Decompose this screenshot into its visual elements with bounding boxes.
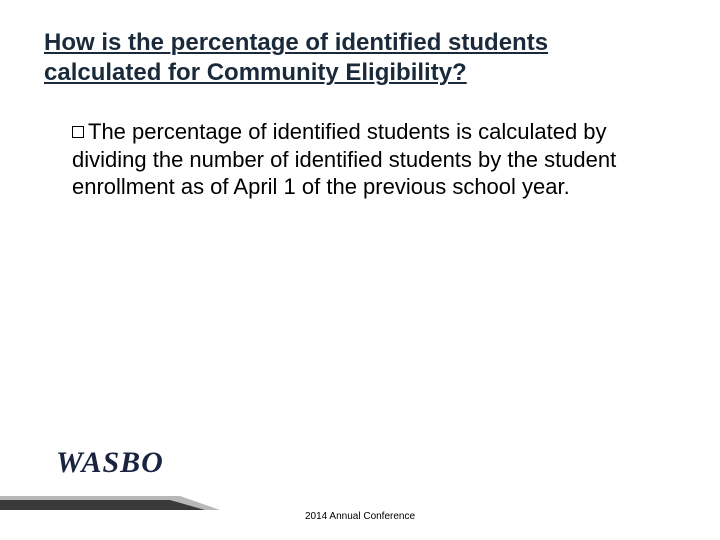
square-bullet-icon: [72, 126, 84, 138]
wasbo-logo: WASBO: [56, 446, 164, 480]
body-paragraph: The percentage of identified students is…: [72, 118, 660, 201]
footer-text: 2014 Annual Conference: [0, 511, 720, 522]
slide-title: How is the percentage of identified stud…: [44, 28, 644, 88]
logo-text: WASBO: [56, 446, 164, 479]
title-line-2: calculated for Community Eligibility?: [44, 59, 467, 86]
footer-wedge-icon: [0, 488, 220, 510]
body-text-content: The percentage of identified students is…: [72, 119, 616, 199]
title-line-1: How is the percentage of identified stud…: [44, 29, 548, 56]
slide: How is the percentage of identified stud…: [0, 0, 720, 540]
